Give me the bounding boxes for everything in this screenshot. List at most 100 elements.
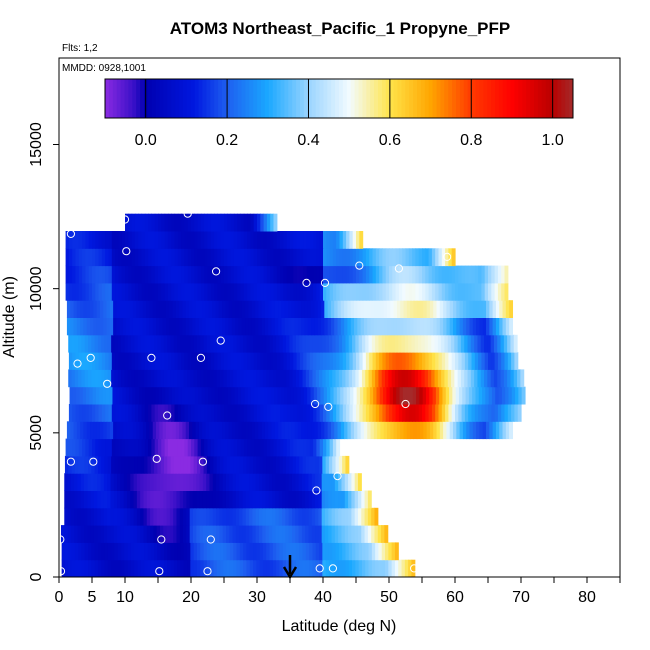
heatmap-cell [137,334,142,353]
heatmap-cell [385,352,390,370]
heatmap-cell [311,507,316,526]
heatmap-cell [303,438,308,457]
heatmap-cell [97,559,102,578]
heatmap-cell [94,455,99,474]
heatmap-cell [349,352,354,370]
heatmap-cell [339,352,344,370]
heatmap-cell [299,248,304,267]
heatmap-cell [276,352,281,370]
heatmap-cell [250,404,255,422]
heatmap-cell [266,231,271,249]
heatmap-cell [266,369,271,388]
heatmap-cell [109,386,114,405]
heatmap-cell [161,282,166,301]
heatmap-cell [93,490,98,509]
heatmap-cell [101,282,106,301]
heatmap-cell [146,300,151,318]
heatmap-cell [293,438,298,457]
heatmap-cell [461,282,466,301]
colorbar-swatch [296,79,301,118]
colorbar-swatch [108,79,114,118]
heatmap-cell [202,525,207,543]
heatmap-cell [290,404,294,422]
heatmap-cell [147,334,152,353]
colorbar-swatch [420,79,426,118]
heatmap-cell [324,507,329,526]
heatmap-cell [121,231,126,249]
heatmap-cell [220,542,224,561]
heatmap-cell [289,542,294,561]
heatmap-cell [74,542,79,561]
heatmap-cell [291,473,296,491]
heatmap-cell [484,369,488,388]
heatmap-cell [107,334,112,353]
heatmap-cell [101,542,106,561]
heatmap-cell [329,265,334,284]
heatmap-cell [202,300,207,318]
heatmap-cell [479,421,484,440]
heatmap-cell [88,282,93,301]
heatmap-cell [367,490,372,509]
heatmap-cell [367,525,372,543]
heatmap-cell [338,542,343,561]
heatmap-cell [395,404,400,422]
heatmap-cell [200,438,205,457]
heatmap-cell [185,386,189,405]
heatmap-cell [227,438,232,457]
heatmap-cell [130,369,135,388]
heatmap-cell [318,507,323,526]
heatmap-cell [274,317,279,336]
heatmap-cell [278,490,283,509]
heatmap-cell [196,507,201,526]
heatmap-cell [346,265,350,284]
heatmap-cell [202,317,207,336]
heatmap-cell [78,334,83,353]
heatmap-cell [513,334,518,353]
heatmap-cell [262,490,267,509]
heatmap-cell [215,317,220,336]
heatmap-cell [120,525,125,543]
sample-point [212,267,221,276]
heatmap-cell [309,265,314,284]
heatmap-cell [345,334,350,353]
heatmap-cell [215,421,220,440]
heatmap-cell [197,438,202,457]
sample-point [404,489,413,498]
heatmap-cell [70,300,75,318]
heatmap-cell [381,559,386,578]
heatmap-cell [231,421,236,440]
heatmap-cell [252,525,257,543]
colorbar-swatch [381,79,387,118]
heatmap-cell [415,404,420,422]
heatmap-cell [144,282,149,301]
heatmap-cell [151,265,156,284]
heatmap-cell [309,334,314,353]
heatmap-cell [191,404,195,422]
heatmap-cell [501,352,506,370]
heatmap-cell [425,265,430,284]
heatmap-cell [446,300,451,318]
heatmap-cell [415,248,420,267]
heatmap-cell [412,282,416,301]
heatmap-cell [133,525,138,543]
heatmap-cell [90,421,94,440]
heatmap-cell [88,542,92,561]
heatmap-cell [222,300,226,318]
heatmap-cell [402,282,407,301]
heatmap-cell [342,265,347,284]
heatmap-cell [319,559,323,578]
sample-point [122,247,131,256]
heatmap-cell [205,300,210,318]
heatmap-cell [487,369,492,388]
heatmap-cell [280,265,284,284]
heatmap-cell [401,559,406,578]
heatmap-cell [330,421,335,440]
heatmap-cell [256,455,261,474]
heatmap-cell [493,369,498,388]
heatmap-cell [428,265,433,284]
heatmap-cell [474,282,479,301]
heatmap-cell [377,300,382,318]
heatmap-cell [315,455,320,474]
heatmap-cell [197,231,202,249]
heatmap-cell [203,369,208,388]
